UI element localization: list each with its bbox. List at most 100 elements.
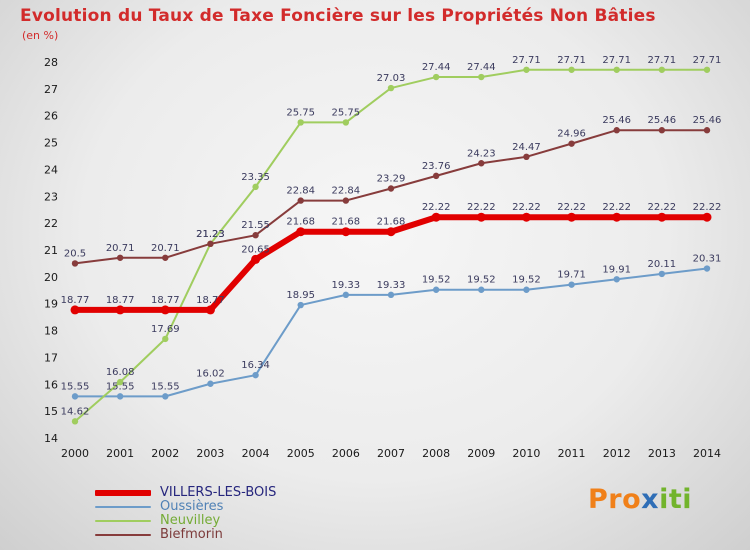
svg-text:2008: 2008 [422, 447, 450, 460]
legend-item-neuvilley: Neuvilley [95, 514, 276, 527]
svg-text:22.22: 22.22 [602, 202, 631, 213]
svg-text:2013: 2013 [648, 447, 676, 460]
legend-line-swatch [95, 519, 151, 522]
svg-text:19.52: 19.52 [467, 275, 496, 286]
svg-text:26: 26 [44, 110, 58, 123]
svg-text:20.5: 20.5 [64, 248, 86, 259]
logo-text-iti: iti [659, 484, 692, 515]
svg-text:22.22: 22.22 [467, 202, 496, 213]
series-VILLERS-LES-BOIS [70, 212, 712, 315]
svg-text:2007: 2007 [377, 447, 405, 460]
svg-text:17.69: 17.69 [151, 324, 180, 335]
svg-text:20.11: 20.11 [648, 259, 677, 270]
logo-text-pro: Pro [588, 484, 642, 515]
svg-text:25.46: 25.46 [648, 115, 677, 126]
chart-title: Evolution du Taux de Taxe Foncière sur l… [20, 6, 656, 26]
svg-text:19.52: 19.52 [512, 275, 541, 286]
svg-text:24: 24 [44, 163, 58, 176]
svg-text:16.08: 16.08 [106, 367, 135, 378]
svg-text:16: 16 [44, 378, 58, 391]
svg-text:2002: 2002 [151, 447, 179, 460]
svg-text:21.23: 21.23 [196, 229, 225, 240]
svg-text:14.62: 14.62 [61, 406, 90, 417]
svg-text:16.02: 16.02 [196, 369, 225, 380]
svg-text:21.68: 21.68 [332, 217, 361, 228]
chart-subtitle: (en %) [22, 29, 59, 42]
svg-text:25.46: 25.46 [693, 115, 722, 126]
svg-text:25: 25 [44, 137, 58, 150]
svg-text:2000: 2000 [61, 447, 89, 460]
svg-text:20.71: 20.71 [106, 243, 135, 254]
svg-text:21.23: 21.23 [196, 229, 225, 240]
svg-text:21.55: 21.55 [241, 220, 270, 231]
svg-text:25.75: 25.75 [286, 107, 315, 118]
legend-line-swatch [95, 489, 151, 496]
svg-text:19.91: 19.91 [602, 264, 631, 275]
svg-text:18.77: 18.77 [106, 295, 135, 306]
svg-text:22.22: 22.22 [648, 202, 677, 213]
legend-item-villers-les-bois: VILLERS-LES-BOIS [95, 486, 276, 499]
svg-text:20: 20 [44, 271, 58, 284]
svg-text:22.22: 22.22 [557, 202, 586, 213]
svg-text:27.71: 27.71 [648, 55, 677, 66]
svg-text:20.31: 20.31 [693, 254, 722, 265]
svg-text:15.55: 15.55 [151, 381, 180, 392]
legend-line-swatch [95, 505, 151, 508]
x-axis-labels: 2000 2001 2002 2003 2004 2005 2006 2007 2008 2009… [61, 447, 721, 460]
svg-text:27.03: 27.03 [377, 73, 406, 84]
proxiti-logo: Proxiti [588, 484, 692, 515]
svg-text:19.52: 19.52 [422, 275, 451, 286]
svg-text:23.29: 23.29 [377, 173, 406, 184]
svg-text:23.35: 23.35 [241, 172, 270, 183]
legend: VILLERS-LES-BOIS Oussières Neuvilley Bie… [95, 486, 276, 542]
svg-text:2003: 2003 [196, 447, 224, 460]
svg-text:18.77: 18.77 [61, 295, 90, 306]
svg-text:25.46: 25.46 [602, 115, 631, 126]
svg-text:22.22: 22.22 [422, 202, 451, 213]
legend-item-oussieres: Oussières [95, 500, 276, 513]
svg-text:2012: 2012 [603, 447, 631, 460]
svg-text:27.71: 27.71 [557, 55, 586, 66]
svg-text:2006: 2006 [332, 447, 360, 460]
svg-text:19.33: 19.33 [377, 280, 406, 291]
svg-text:22.22: 22.22 [693, 202, 722, 213]
svg-text:24.96: 24.96 [557, 129, 586, 140]
svg-text:14: 14 [44, 432, 58, 445]
svg-text:2001: 2001 [106, 447, 134, 460]
legend-label: Biefmorin [160, 527, 223, 542]
svg-text:21.68: 21.68 [377, 217, 406, 228]
svg-text:2009: 2009 [467, 447, 495, 460]
svg-text:23: 23 [44, 190, 58, 203]
y-axis-labels: 14 15 16 17 18 19 20 21 22 23 24 25 26 27 28 [44, 56, 58, 445]
svg-text:2004: 2004 [242, 447, 270, 460]
svg-text:24.23: 24.23 [467, 148, 496, 159]
svg-text:2014: 2014 [693, 447, 721, 460]
series-Oussières [71, 265, 711, 400]
svg-text:27.44: 27.44 [467, 62, 496, 73]
svg-text:18.77: 18.77 [196, 295, 225, 306]
svg-text:17: 17 [44, 351, 58, 364]
svg-text:2010: 2010 [512, 447, 540, 460]
svg-text:27.71: 27.71 [602, 55, 631, 66]
point-labels-Neuvilley: 14.62 16.08 17.69 21.23 23.35 25.75 25.75 27.03… [61, 55, 722, 418]
svg-text:27.71: 27.71 [512, 55, 541, 66]
svg-text:18: 18 [44, 325, 58, 338]
svg-text:22.84: 22.84 [332, 186, 361, 197]
svg-text:21: 21 [44, 244, 58, 257]
svg-text:18.77: 18.77 [151, 295, 180, 306]
svg-text:2005: 2005 [287, 447, 315, 460]
svg-text:28: 28 [44, 56, 58, 69]
svg-text:25.75: 25.75 [332, 107, 361, 118]
svg-text:19.33: 19.33 [332, 280, 361, 291]
legend-label: VILLERS-LES-BOIS [160, 485, 277, 500]
svg-text:18.95: 18.95 [286, 290, 315, 301]
svg-text:20.65: 20.65 [241, 244, 270, 255]
legend-label: Oussières [160, 499, 224, 514]
legend-label: Neuvilley [160, 513, 221, 528]
svg-text:27.44: 27.44 [422, 62, 451, 73]
svg-text:22.22: 22.22 [512, 202, 541, 213]
svg-text:21.68: 21.68 [286, 217, 315, 228]
svg-text:23.76: 23.76 [422, 161, 451, 172]
